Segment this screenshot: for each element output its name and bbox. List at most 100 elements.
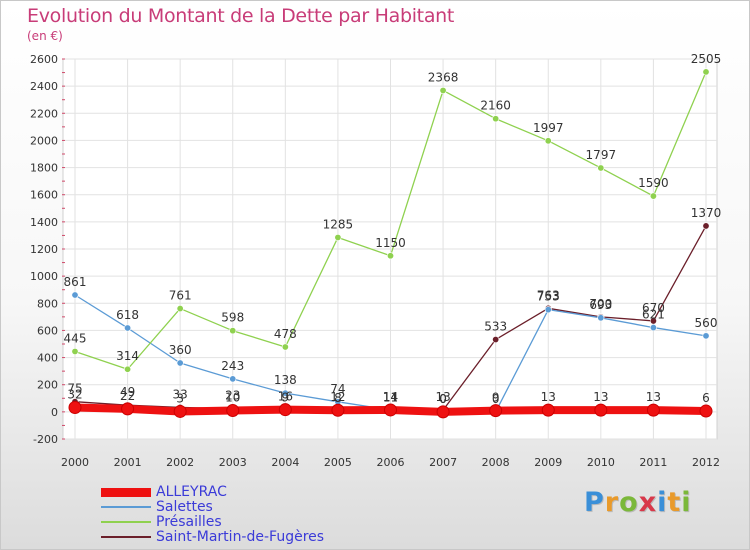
data-label: 670 (642, 301, 665, 315)
data-point (68, 401, 82, 415)
y-tick-label: 1000 (30, 270, 58, 283)
data-label: 138 (274, 373, 297, 387)
x-tick-label: 2008 (482, 456, 510, 469)
data-point (281, 343, 289, 351)
data-point (544, 306, 552, 314)
data-label: 753 (537, 290, 560, 304)
x-tick-label: 2000 (61, 456, 89, 469)
y-tick-label: 2400 (30, 80, 58, 93)
y-tick-label: 1600 (30, 189, 58, 202)
y-tick-label: 1200 (30, 243, 58, 256)
logo-letter: x (638, 487, 658, 518)
data-label: 8 (334, 391, 342, 405)
y-tick-label: 600 (37, 324, 58, 337)
data-label: 33 (173, 387, 188, 401)
legend-swatch (101, 521, 151, 523)
legend-label: ALLEYRAC (156, 484, 227, 500)
data-label: 1285 (323, 217, 354, 231)
data-point (597, 314, 605, 322)
data-label: 16 (278, 390, 293, 404)
logo-letter: i (657, 487, 668, 518)
y-tick-label: 800 (37, 297, 58, 310)
data-label: 445 (64, 331, 87, 345)
data-label: 1797 (586, 148, 617, 162)
legend-label: Présailles (156, 514, 222, 530)
x-tick-label: 2004 (271, 456, 299, 469)
data-label: 22 (120, 389, 135, 403)
data-point (176, 359, 184, 367)
data-point (702, 332, 710, 340)
data-label: 14 (383, 390, 398, 404)
x-tick-label: 2002 (166, 456, 194, 469)
data-label: 763 (537, 288, 560, 302)
data-point (281, 389, 289, 397)
data-label: 13 (593, 390, 608, 404)
x-tick-label: 2010 (587, 456, 615, 469)
data-point (699, 404, 713, 418)
data-point (541, 403, 555, 417)
data-point (331, 403, 345, 417)
data-label: 12 (330, 390, 345, 404)
y-tick-label: 2600 (30, 53, 58, 66)
data-label: 533 (484, 320, 507, 334)
x-tick-label: 2003 (219, 456, 247, 469)
legend-item: Saint-Martin-de-Fugères (101, 529, 361, 545)
data-label: 13 (541, 390, 556, 404)
chart-title: Evolution du Montant de la Dette par Hab… (27, 5, 455, 27)
data-point (594, 403, 608, 417)
data-point (334, 233, 342, 241)
data-label: 14 (383, 390, 398, 404)
legend-swatch (101, 536, 151, 538)
data-label: 0 (492, 392, 500, 406)
data-point (439, 86, 447, 94)
data-point (226, 404, 240, 417)
legend-swatch (101, 506, 151, 508)
data-point (646, 403, 660, 417)
data-label: 693 (589, 298, 612, 312)
data-label: 243 (221, 359, 244, 373)
data-label: 0 (439, 392, 447, 406)
legend-label: Salettes (156, 499, 213, 515)
data-label: 13 (435, 390, 450, 404)
data-point (229, 327, 237, 335)
data-point (278, 403, 292, 417)
y-tick-label: 0 (51, 406, 58, 419)
legend-item: ALLEYRAC (101, 484, 361, 500)
data-label: 49 (120, 385, 135, 399)
data-label: 9 (492, 391, 500, 405)
data-label: 2368 (428, 70, 459, 84)
data-label: 1590 (638, 176, 669, 190)
data-point (649, 324, 657, 332)
data-label: 1150 (375, 236, 406, 250)
data-label: 11 (383, 390, 398, 404)
data-point (71, 347, 79, 355)
legend-item: Présailles (101, 514, 361, 530)
y-tick-label: 200 (37, 379, 58, 392)
logo-letter: o (619, 487, 639, 518)
data-point (544, 137, 552, 145)
data-label: 478 (274, 327, 297, 341)
data-point (492, 115, 500, 123)
x-tick-label: 2012 (692, 456, 720, 469)
data-label: 2160 (480, 99, 511, 113)
legend-label: Saint-Martin-de-Fugères (156, 529, 325, 545)
y-tick-label: 2200 (30, 107, 58, 120)
data-point (229, 375, 237, 383)
data-label: 23 (225, 389, 240, 403)
proxiti-logo: Proxiti (584, 487, 692, 518)
data-label: 360 (169, 343, 192, 357)
data-label: 1370 (691, 206, 722, 220)
data-label: 13 (646, 390, 661, 404)
legend-item: Salettes (101, 499, 361, 515)
y-tick-label: 400 (37, 352, 58, 365)
data-label: 0 (439, 392, 447, 406)
data-label: 314 (116, 349, 139, 363)
x-tick-label: 2005 (324, 456, 352, 469)
data-label: 74 (330, 382, 345, 396)
data-label: 10 (225, 391, 240, 405)
x-tick-label: 2007 (429, 456, 457, 469)
data-point (702, 222, 710, 230)
data-point (597, 164, 605, 172)
